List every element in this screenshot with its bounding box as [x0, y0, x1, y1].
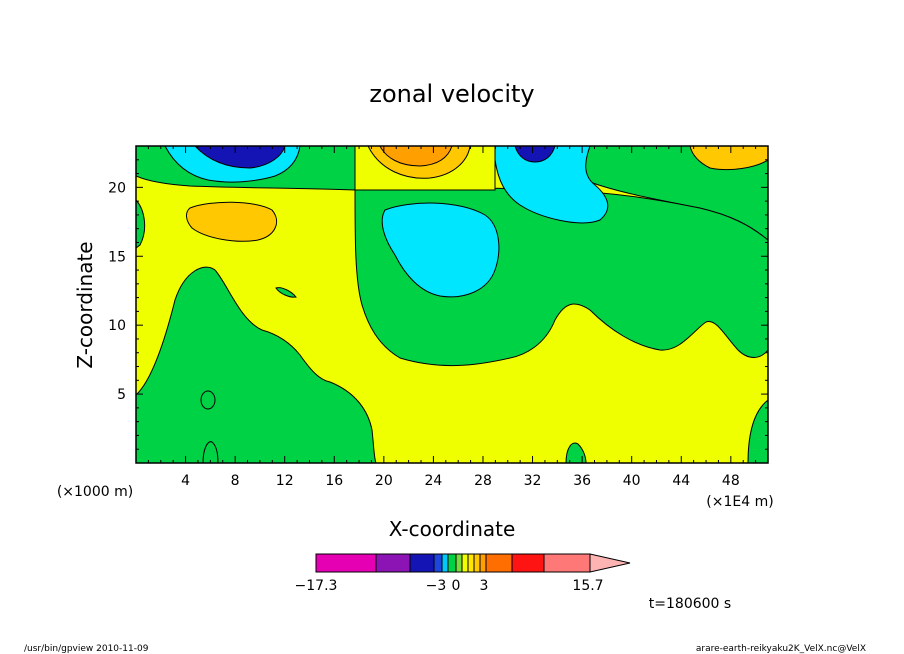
contour-fill-darkorange-top-mid [379, 146, 453, 167]
y-axis-ticks: 5 10 15 20 [108, 159, 768, 450]
colorbar-segment [315, 553, 377, 573]
colorbar-segment [485, 553, 513, 573]
x-tick-label: 4 [181, 473, 190, 489]
colorbar: −17.3 −3 0 3 15.7 [295, 553, 631, 594]
x-tick-label: 12 [276, 473, 294, 489]
colorbar-segment [455, 553, 463, 573]
colorbar-segment [511, 553, 545, 573]
colorbar-segment [461, 553, 469, 573]
colorbar-segment [479, 553, 487, 573]
x-tick-label: 8 [231, 473, 240, 489]
contour-fill-orange-blob-left [186, 201, 277, 242]
colorbar-tick-label: 0 [452, 578, 461, 594]
contour-fill-green-left [136, 266, 377, 463]
colorbar-tick-label: 3 [480, 578, 489, 594]
y-tick-label: 5 [117, 387, 126, 403]
footer-left: /usr/bin/gpview 2010-11-09 [24, 644, 149, 654]
colorbar-segment [473, 553, 481, 573]
colorbar-segment [543, 553, 591, 573]
x-tick-label: 40 [623, 473, 641, 489]
contour-fill-blue-top-left [194, 146, 286, 169]
x-tick-label: 44 [672, 473, 690, 489]
colorbar-extend-arrow [589, 553, 631, 573]
chart-title: zonal velocity [369, 80, 534, 108]
colorbar-segment [441, 553, 449, 573]
contour-fill-green-left-edge [136, 199, 146, 249]
y-tick-label: 20 [108, 180, 126, 196]
contour-fill-orange-top-right [689, 146, 768, 171]
plot-frame [135, 145, 769, 464]
x-axis-label: X-coordinate [389, 517, 516, 541]
contour-fill-cyan-blob [381, 202, 500, 298]
colorbar-segment [433, 553, 443, 573]
colorbar-segment [447, 553, 457, 573]
contour-fill-green-small-3 [565, 442, 587, 463]
contour-fill-cyan-top-right [494, 146, 609, 224]
contour-fill-green-small-1 [200, 390, 216, 410]
y-tick-label: 15 [108, 249, 126, 265]
contour-fill-blue-top-right [514, 146, 556, 163]
colorbar-tick-label: −3 [426, 578, 447, 594]
x-tick-label: 36 [573, 473, 591, 489]
y-axis-label: Z-coordinate [73, 241, 97, 368]
time-label: t=180600 s [649, 596, 731, 612]
colorbar-segment [467, 553, 475, 573]
x-tick-label: 28 [474, 473, 492, 489]
contour-fill-green-small-2 [202, 441, 219, 463]
x-tick-label: 32 [524, 473, 542, 489]
colorbar-tick-label: −17.3 [295, 578, 338, 594]
x-tick-label: 48 [722, 473, 740, 489]
colorbar-tick-label: 15.7 [572, 578, 603, 594]
y-unit-label: (×1000 m) [57, 484, 133, 500]
x-tick-label: 20 [375, 473, 393, 489]
x-axis-ticks: 4 8 12 16 20 24 28 32 36 40 44 48 [147, 146, 757, 489]
contour-field [136, 146, 768, 463]
footer-right: arare-earth-reikyaku2K_VelX.nc@VelX [696, 644, 866, 654]
colorbar-segment [409, 553, 435, 573]
y-tick-label: 10 [108, 318, 126, 334]
x-tick-label: 24 [424, 473, 442, 489]
x-unit-label: (×1E4 m) [706, 494, 773, 510]
colorbar-segment [375, 553, 411, 573]
contour-fill-green-small-4 [275, 287, 297, 298]
x-tick-label: 16 [325, 473, 343, 489]
